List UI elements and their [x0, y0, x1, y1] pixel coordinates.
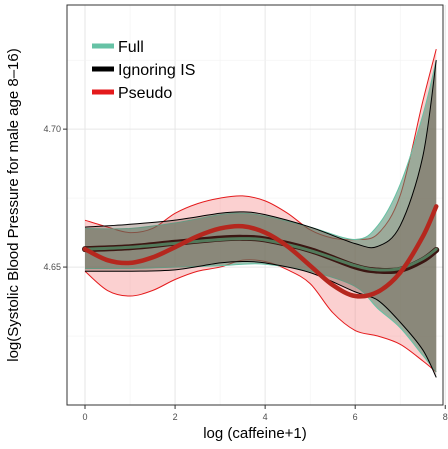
band-ignoring-is [85, 60, 437, 378]
x-tick-label: 2 [173, 412, 178, 422]
panel-border [66, 4, 444, 406]
x-tick-label: 8 [443, 412, 448, 422]
y-tick-label: 4.65 [43, 262, 61, 272]
x-tick-label: 6 [353, 412, 358, 422]
legend-label-pseudo: Pseudo [118, 85, 172, 102]
band-pseudo [85, 49, 437, 372]
line-pseudo [82, 204, 439, 299]
y-tick-label: 4.70 [43, 124, 61, 134]
band-upper-edge-full [85, 60, 437, 240]
band-lower-edge-ignoring-is [85, 261, 437, 378]
legend-label-ignoring-is: Ignoring IS [118, 62, 195, 79]
series-lines [82, 204, 440, 299]
x-tick-label: 4 [263, 412, 268, 422]
y-axis-title: log(Systolic Blood Pressure for male age… [5, 48, 22, 362]
confidence-bands [84, 49, 437, 378]
band-full [85, 60, 437, 372]
x-axis-title: log (caffeine+1) [203, 425, 307, 442]
legend-label-full: Full [118, 39, 144, 56]
band-upper-edge-ignoring-is [84, 60, 437, 249]
legend: Full Ignoring IS Pseudo [92, 39, 195, 102]
x-axis-ticks: 0 2 4 6 8 [83, 405, 448, 422]
y-axis-ticks: 4.65 4.70 [43, 124, 67, 272]
x-tick-label: 0 [83, 412, 88, 422]
